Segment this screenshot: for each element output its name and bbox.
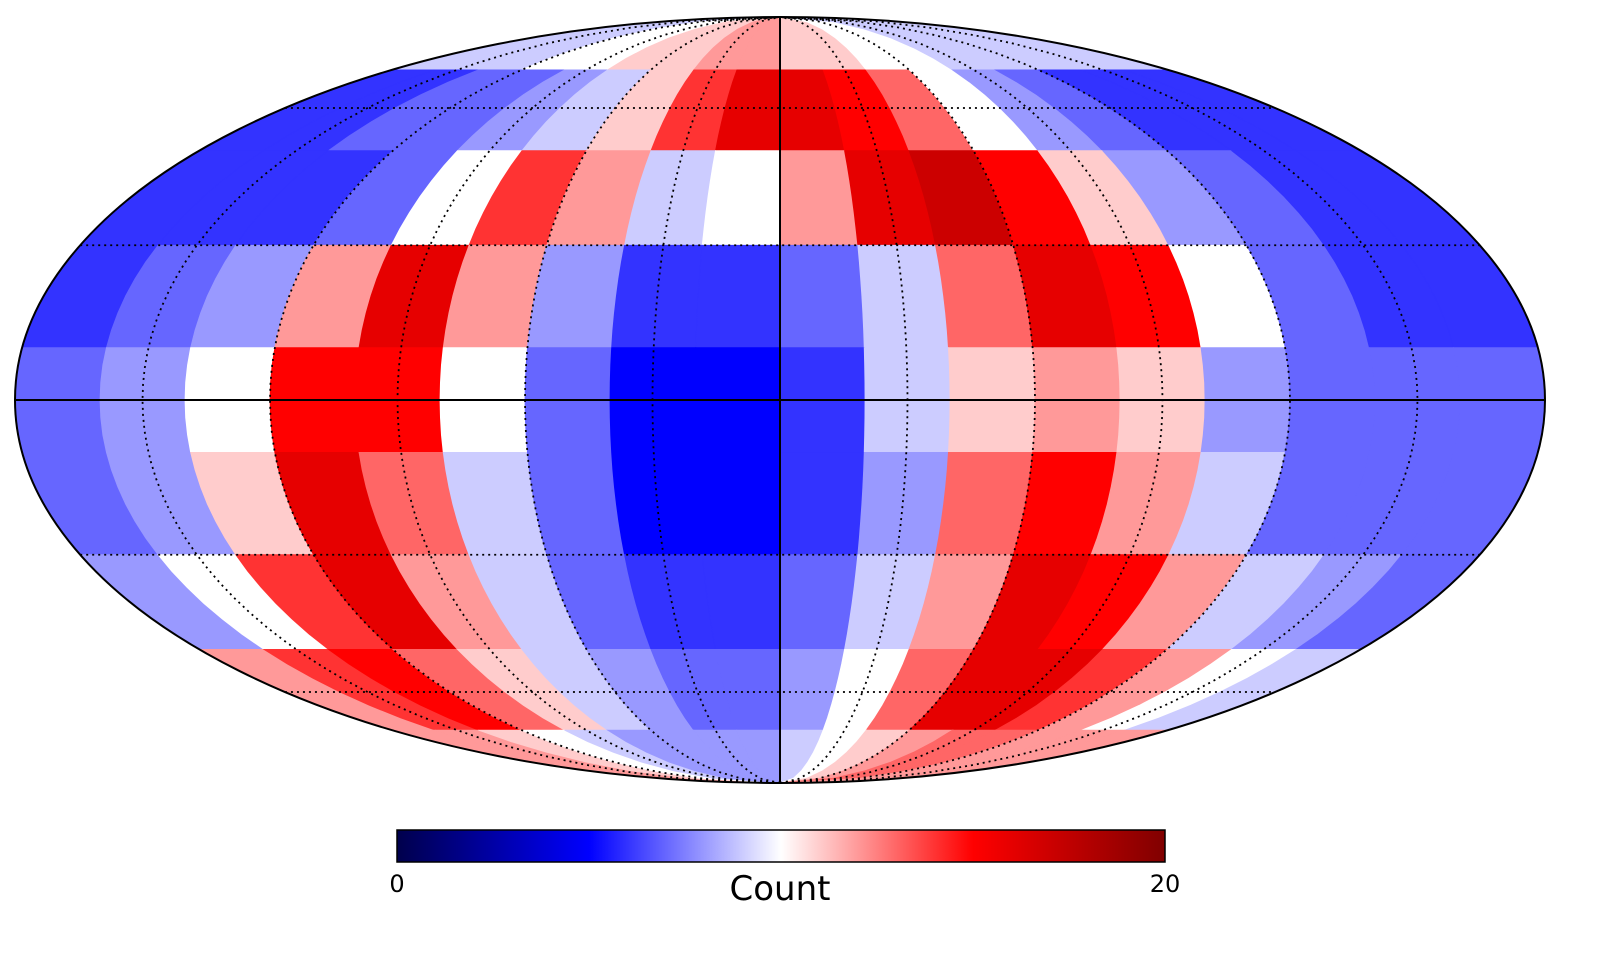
meridian [779,16,1291,784]
meridian [779,16,1419,784]
map-outline [14,16,1546,784]
colorbar-label: Count [730,869,831,909]
colorbar [396,829,1166,863]
colorbar-tick-label: 0 [389,870,404,898]
map-cell [695,452,781,556]
colorbar-tick-label: 20 [1150,870,1181,898]
map-cell [701,554,781,650]
meridian [141,16,781,784]
meridian [651,16,781,784]
map-cell [611,452,703,556]
map-cell [779,150,859,246]
map-cell [779,554,859,650]
map-cell [695,244,781,348]
map-cell [701,150,781,246]
meridian [779,16,1164,784]
map-cell [857,452,949,556]
graticule [14,16,1546,784]
map-cell [779,452,865,556]
meridian [524,16,781,784]
meridian [779,16,1036,784]
meridian [396,16,781,784]
meridian [779,16,909,784]
map-cells [14,16,1546,784]
map-cell [779,244,865,348]
meridian [269,16,781,784]
